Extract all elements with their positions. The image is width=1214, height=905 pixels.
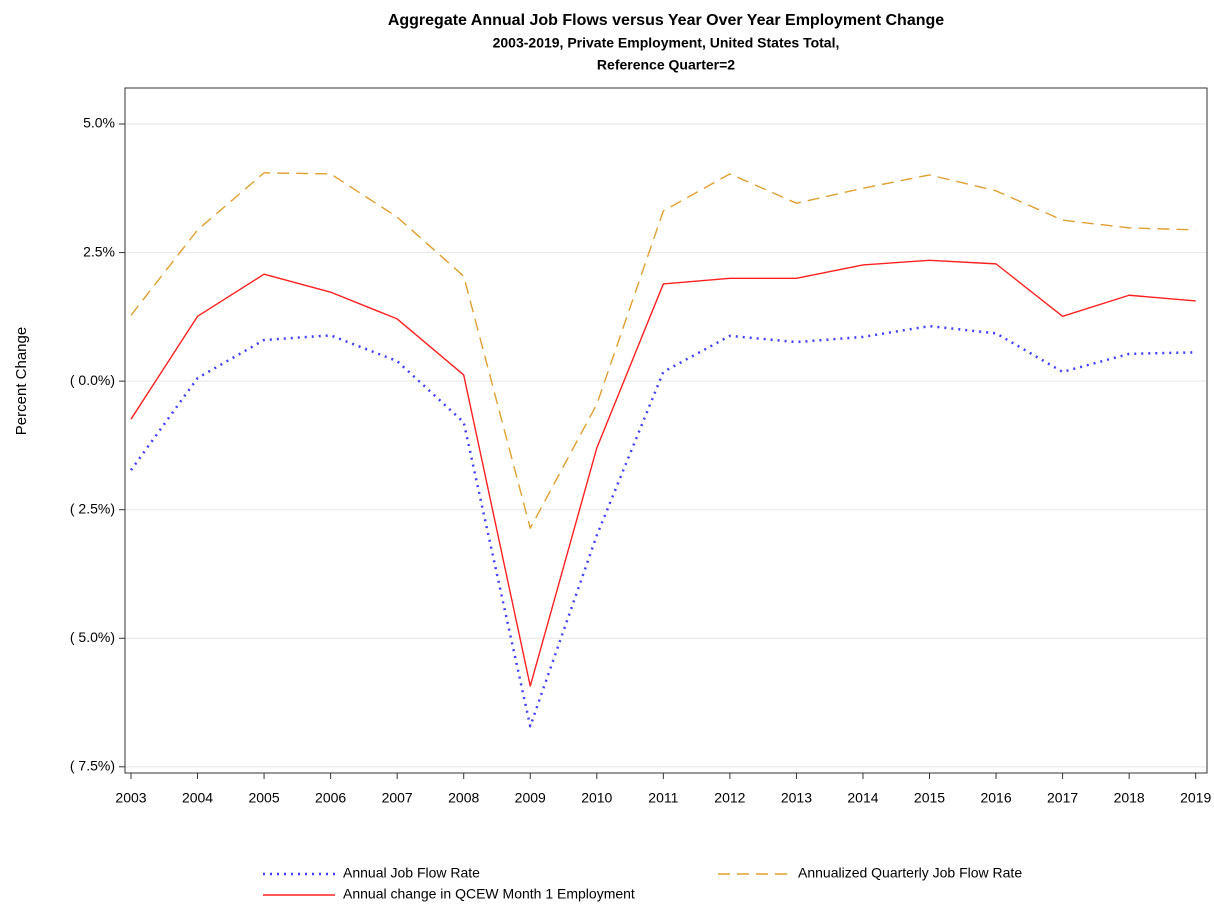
x-tick-label: 2010 xyxy=(581,790,612,806)
y-tick-label: ( 2.5%) xyxy=(70,500,115,516)
legend-label: Annual Job Flow Rate xyxy=(343,865,480,881)
y-axis-label: Percent Change xyxy=(13,327,30,435)
x-tick-label: 2017 xyxy=(1047,790,1078,806)
x-tick-label: 2019 xyxy=(1180,790,1211,806)
chart-title: Aggregate Annual Job Flows versus Year O… xyxy=(388,12,944,29)
x-tick-label: 2005 xyxy=(248,790,279,806)
x-tick-label: 2018 xyxy=(1114,790,1145,806)
series-line xyxy=(129,324,1196,728)
chart-subtitle: 2003-2019, Private Employment, United St… xyxy=(493,35,840,51)
x-tick-label: 2014 xyxy=(847,790,878,806)
legend-label: Annual change in QCEW Month 1 Employment xyxy=(343,886,635,902)
x-tick-label: 2015 xyxy=(914,790,945,806)
x-tick-label: 2012 xyxy=(714,790,745,806)
series-line xyxy=(130,259,1196,687)
x-tick-label: 2011 xyxy=(648,790,678,806)
legend-label: Annualized Quarterly Job Flow Rate xyxy=(798,865,1022,881)
x-tick-label: 2007 xyxy=(382,790,413,806)
x-tick-label: 2004 xyxy=(182,790,213,806)
x-tick-label: 2006 xyxy=(315,790,346,806)
x-tick-label: 2008 xyxy=(448,790,479,806)
y-tick-label: 2.5% xyxy=(83,243,115,259)
x-tick-label: 2013 xyxy=(781,790,812,806)
y-tick-label: ( 5.0%) xyxy=(70,629,115,645)
plot-frame xyxy=(124,87,1208,774)
chart-subtitle: Reference Quarter=2 xyxy=(597,57,735,73)
y-tick-label: ( 7.5%) xyxy=(70,758,115,774)
x-tick-label: 2016 xyxy=(980,790,1011,806)
y-tick-label: ( 0.0%) xyxy=(70,372,115,388)
y-tick-label: 5.0% xyxy=(83,115,115,131)
x-tick-label: 2003 xyxy=(115,790,146,806)
series-line xyxy=(130,172,1196,529)
x-tick-label: 2009 xyxy=(515,790,546,806)
